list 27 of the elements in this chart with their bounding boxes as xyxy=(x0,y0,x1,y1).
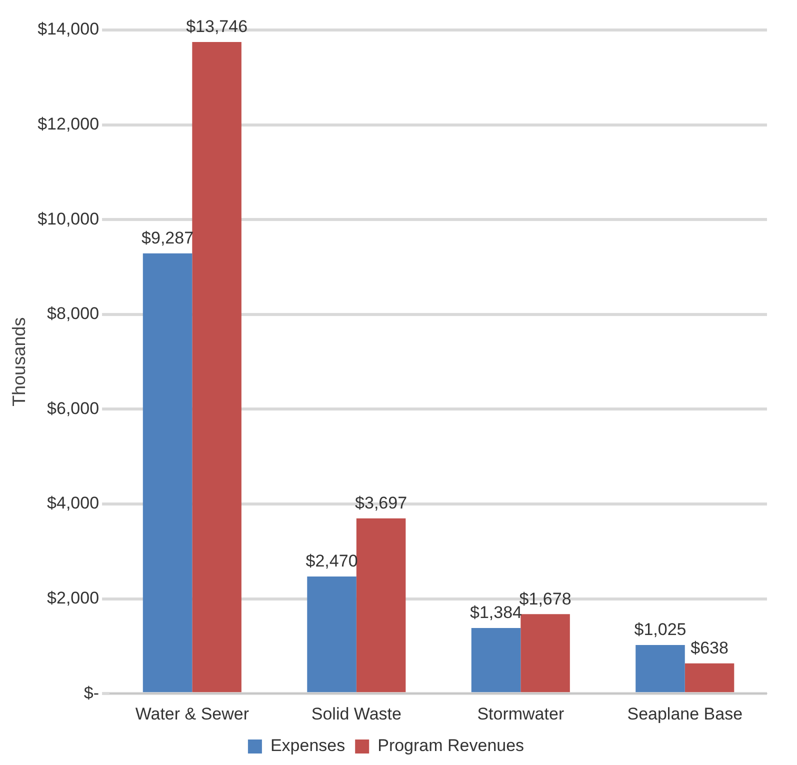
bar xyxy=(636,645,685,692)
y-axis-title: Thousands xyxy=(8,317,29,406)
x-tick-label: Stormwater xyxy=(477,704,564,724)
legend-label: Expenses xyxy=(270,736,346,756)
y-tick-label: $14,000 xyxy=(38,20,100,39)
bar xyxy=(192,42,242,692)
data-label: $13,746 xyxy=(186,17,248,36)
x-tick-label: Solid Waste xyxy=(311,704,402,724)
bar xyxy=(356,518,406,692)
y-tick-label: $10,000 xyxy=(38,209,100,228)
y-tick-label: $4,000 xyxy=(47,494,100,513)
bar xyxy=(520,614,570,692)
data-label: $1,025 xyxy=(634,620,686,640)
bar xyxy=(307,576,356,692)
y-tick-label: $6,000 xyxy=(47,398,100,418)
data-label: $3,697 xyxy=(355,494,408,513)
data-label: $638 xyxy=(690,638,728,658)
legend-label: Program Revenues xyxy=(378,736,524,756)
x-tick-label: Seaplane Base xyxy=(627,704,743,724)
bar xyxy=(684,663,734,692)
y-tick-label: $2,000 xyxy=(47,588,100,608)
y-tick-label: $- xyxy=(84,683,100,702)
y-tick-label: $12,000 xyxy=(38,114,100,134)
bar xyxy=(471,628,521,692)
bar xyxy=(142,253,192,692)
x-tick-label: Water & Sewer xyxy=(135,704,250,724)
y-tick-label: $8,000 xyxy=(47,304,100,324)
